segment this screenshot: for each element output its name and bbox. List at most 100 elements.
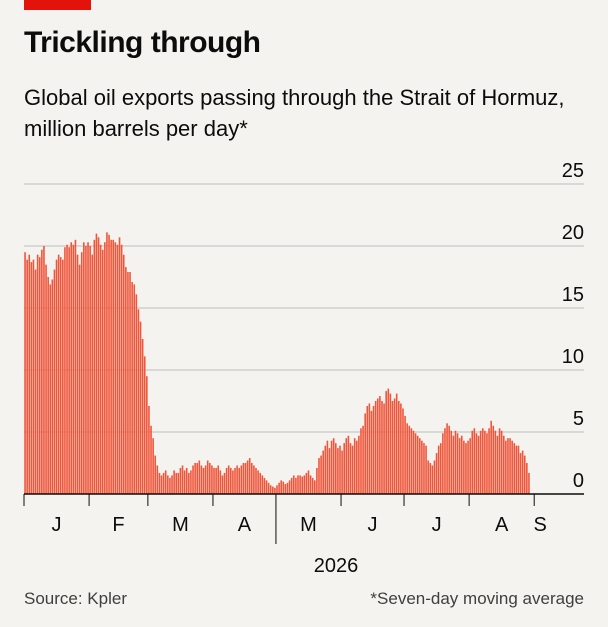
- bar: [34, 269, 37, 494]
- bar: [259, 472, 261, 494]
- bar: [177, 472, 180, 494]
- y-tick-label: 25: [562, 160, 584, 182]
- bar: [116, 244, 119, 494]
- bar: [78, 264, 81, 494]
- bar: [118, 237, 121, 494]
- bar: [523, 455, 526, 494]
- x-tick-label: F: [112, 514, 124, 536]
- bar: [148, 405, 150, 494]
- bar: [364, 413, 366, 494]
- x-tick-label: M: [172, 514, 189, 536]
- bar: [175, 472, 178, 494]
- bar: [139, 321, 142, 494]
- bar: [286, 482, 289, 494]
- chart-subtitle: Global oil exports passing through the S…: [24, 85, 565, 141]
- bar: [74, 239, 77, 494]
- bar: [473, 428, 476, 494]
- bar: [146, 376, 148, 494]
- bar: [284, 484, 287, 494]
- bar: [309, 475, 312, 494]
- bar: [433, 460, 436, 494]
- x-tick-label: M: [300, 514, 317, 536]
- bar: [137, 309, 140, 494]
- bar: [108, 234, 110, 494]
- bar: [439, 443, 442, 494]
- bar: [290, 477, 293, 494]
- source-note: Source: Kpler: [24, 589, 127, 608]
- chart-title: Trickling through: [24, 26, 261, 59]
- bar: [223, 472, 226, 494]
- bar: [32, 259, 35, 494]
- bar: [251, 463, 253, 494]
- bar: [133, 284, 136, 494]
- bar: [463, 440, 465, 494]
- bar: [452, 435, 455, 494]
- bar: [465, 443, 467, 494]
- bar: [47, 277, 49, 494]
- bar: [311, 477, 314, 494]
- bar: [202, 467, 205, 494]
- bar: [99, 244, 102, 494]
- bar: [412, 430, 415, 494]
- bar: [70, 242, 73, 494]
- bar: [351, 445, 354, 494]
- bar: [261, 475, 264, 494]
- oil-exports-chart: 25 20 15 10 5 0 J F M A M J J A S 2026: [23, 160, 584, 577]
- bar: [366, 405, 369, 494]
- bar: [328, 448, 331, 494]
- bar: [49, 284, 52, 494]
- bar: [446, 423, 448, 494]
- bar: [112, 239, 115, 494]
- bar: [297, 475, 299, 494]
- bar: [120, 244, 123, 494]
- bar: [217, 465, 220, 494]
- x-tick-label: A: [238, 514, 252, 536]
- bar: [213, 467, 215, 494]
- bar: [162, 472, 165, 494]
- bar: [24, 252, 26, 494]
- bar: [414, 433, 417, 494]
- bar: [368, 403, 371, 494]
- bar: [97, 237, 100, 494]
- bar: [509, 438, 511, 494]
- bar: [427, 460, 429, 494]
- bar: [307, 470, 310, 494]
- bar: [507, 438, 509, 494]
- bar: [160, 475, 163, 494]
- bar: [83, 242, 85, 494]
- bar: [393, 398, 396, 494]
- bar: [114, 242, 117, 494]
- bar: [225, 467, 228, 494]
- bar: [169, 477, 171, 494]
- bar: [263, 477, 266, 494]
- bar: [274, 487, 276, 494]
- bar: [211, 465, 213, 494]
- bar: [173, 470, 175, 494]
- bar: [158, 472, 161, 494]
- bar: [505, 440, 507, 494]
- bar: [219, 470, 222, 494]
- bar: [423, 443, 425, 494]
- bar: [215, 467, 217, 494]
- bar: [456, 433, 459, 494]
- bar: [106, 232, 108, 495]
- bar: [448, 425, 450, 494]
- bar: [486, 433, 488, 494]
- y-tick-label: 15: [562, 284, 584, 306]
- bar: [110, 239, 112, 494]
- bar: [349, 443, 352, 494]
- bar: [355, 440, 358, 494]
- bar: [339, 445, 341, 494]
- bar: [198, 460, 201, 494]
- bar: [402, 408, 404, 494]
- bar-series: [24, 232, 530, 495]
- bar: [492, 425, 495, 494]
- bar: [41, 249, 43, 494]
- bar: [152, 438, 154, 494]
- bar: [293, 475, 295, 494]
- bar: [303, 475, 306, 494]
- bar: [244, 463, 247, 494]
- bar: [313, 480, 316, 494]
- bar: [481, 428, 484, 494]
- bar: [257, 470, 259, 494]
